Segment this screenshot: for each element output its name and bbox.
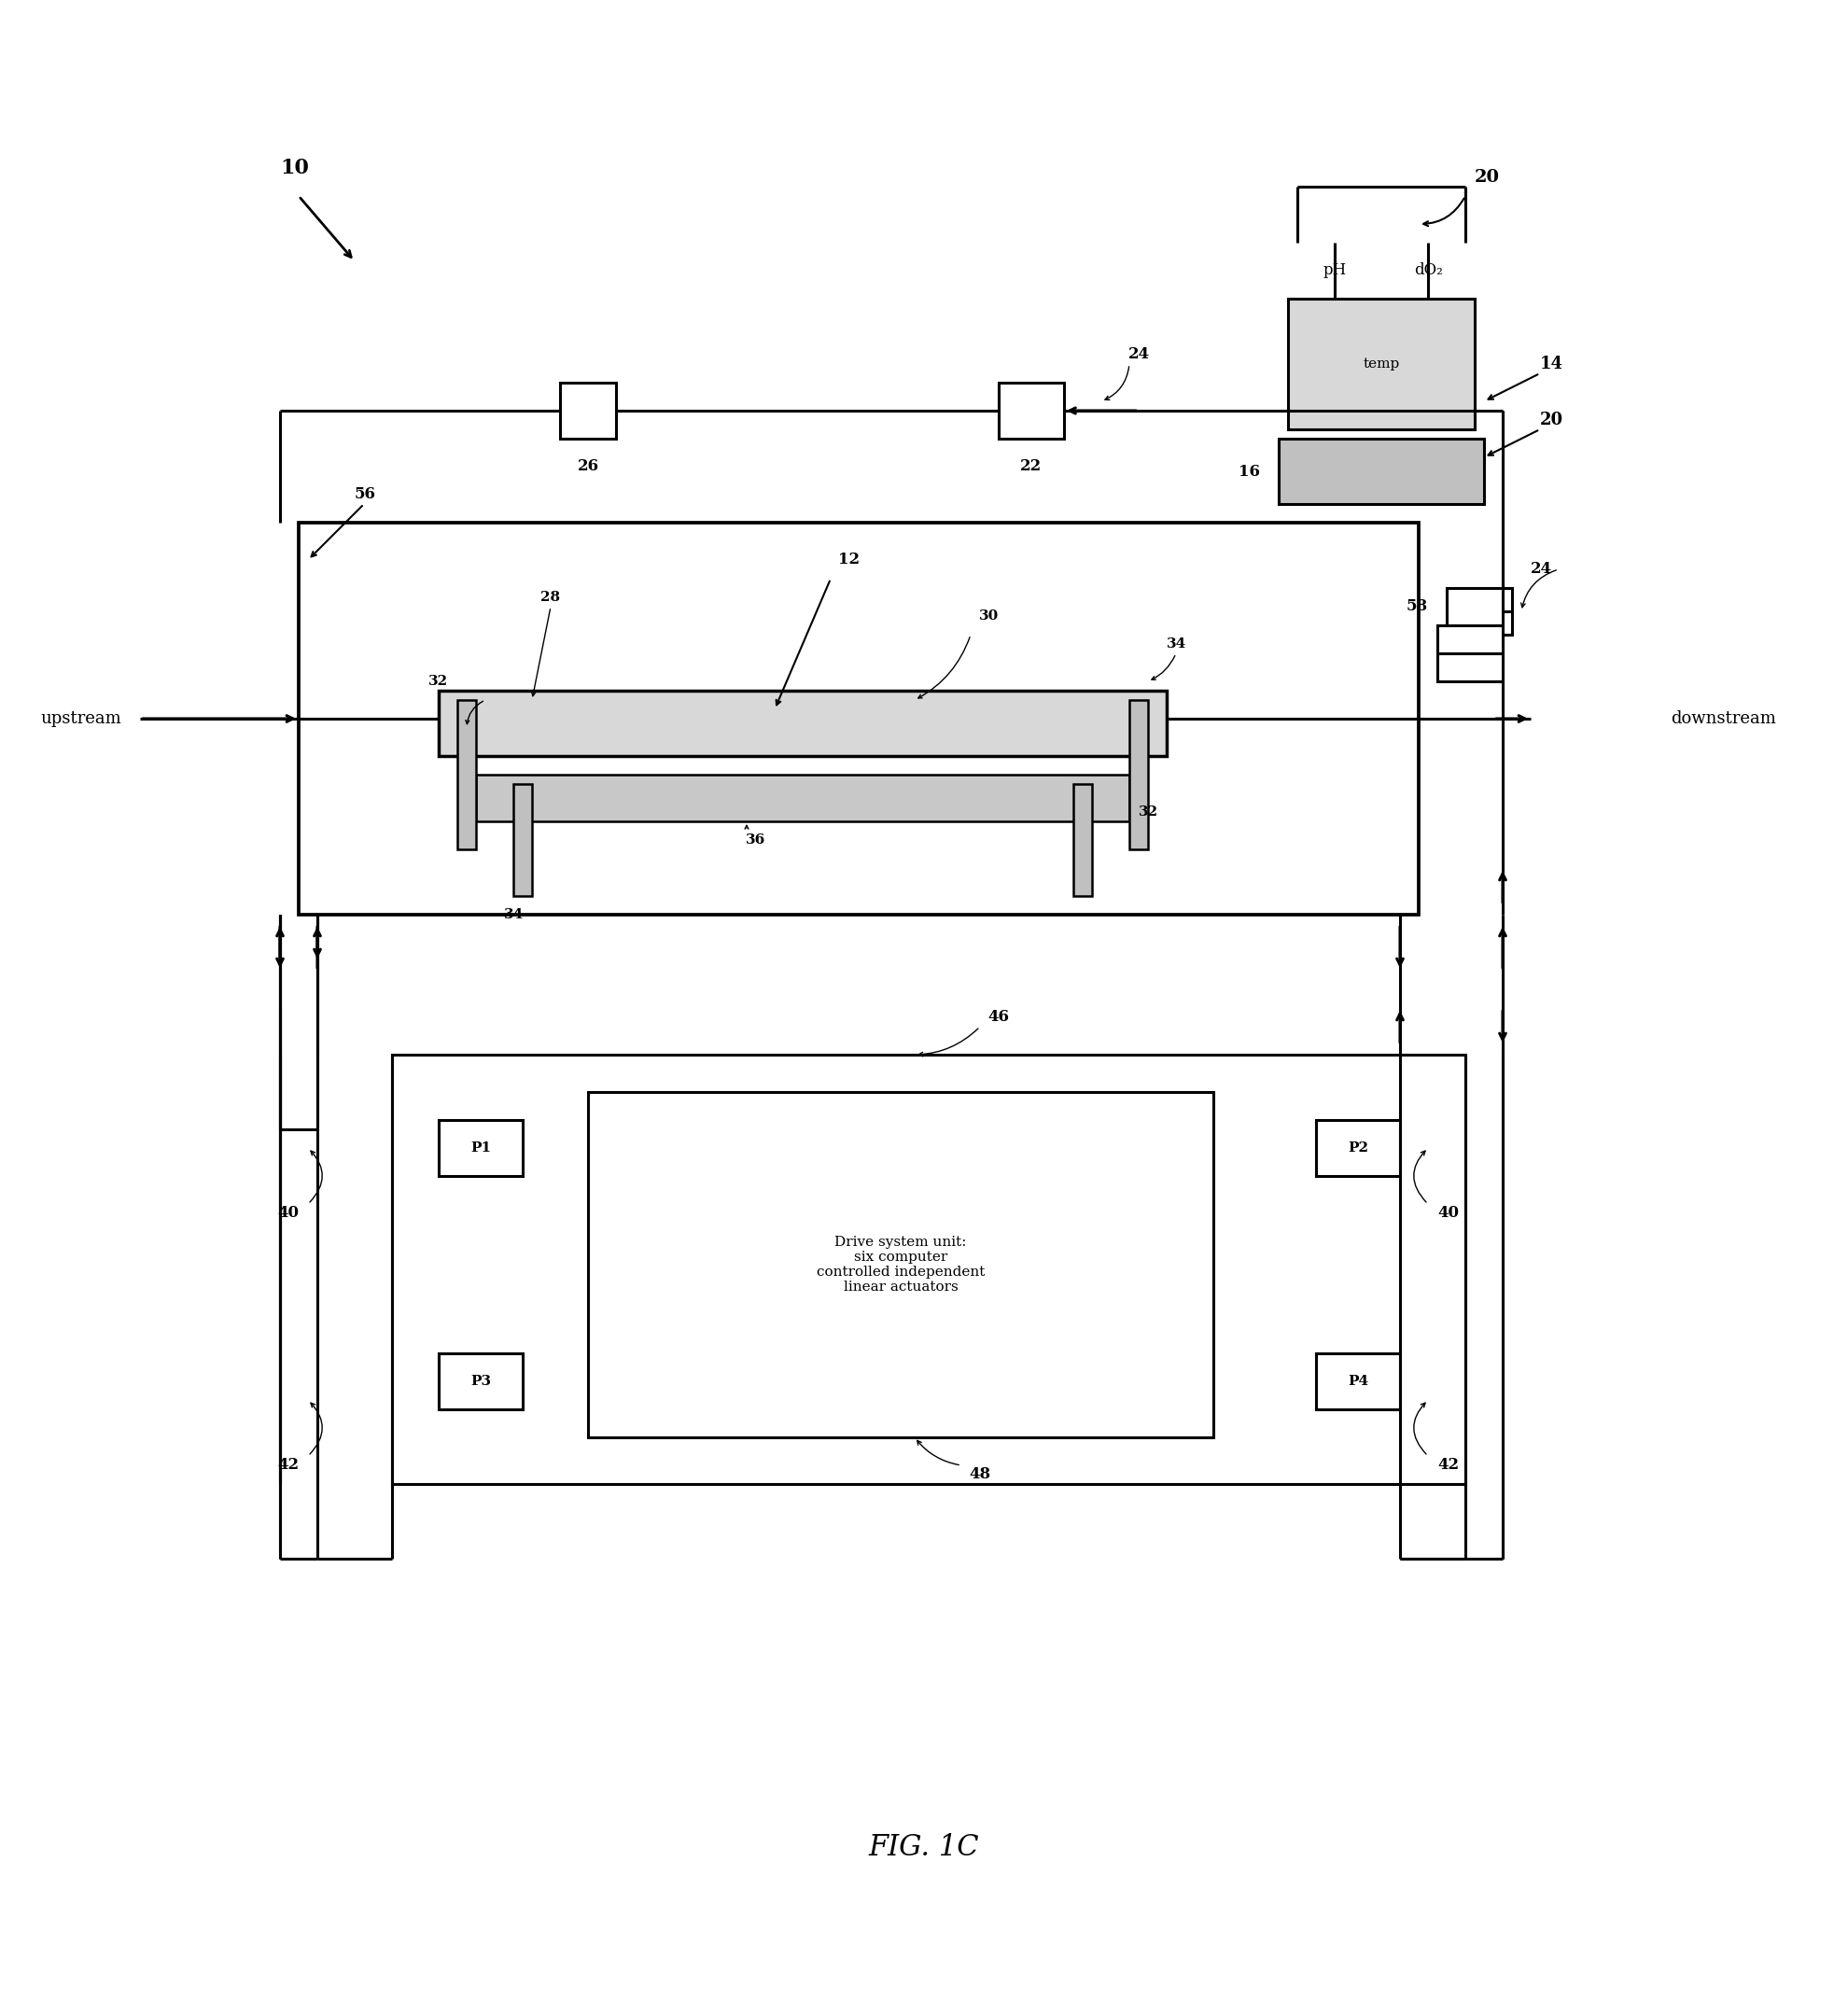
Bar bbox=[514, 784, 532, 895]
Bar bbox=[438, 691, 1166, 756]
Text: 10: 10 bbox=[281, 157, 309, 177]
Text: 40: 40 bbox=[1438, 1206, 1458, 1222]
Text: 32: 32 bbox=[1138, 806, 1159, 818]
Text: 40: 40 bbox=[277, 1206, 299, 1222]
Text: downstream: downstream bbox=[1671, 710, 1776, 728]
Text: 30: 30 bbox=[979, 609, 1000, 623]
Bar bbox=[998, 383, 1064, 439]
Bar bbox=[456, 700, 477, 849]
Bar bbox=[299, 522, 1419, 915]
Text: FIG. 1C: FIG. 1C bbox=[869, 1833, 979, 1863]
Text: 24: 24 bbox=[1530, 560, 1552, 577]
Text: 14: 14 bbox=[1539, 355, 1563, 373]
Bar bbox=[1129, 700, 1148, 849]
Bar bbox=[588, 1093, 1214, 1437]
Bar bbox=[1438, 625, 1502, 681]
Text: 42: 42 bbox=[277, 1458, 299, 1474]
Text: 34: 34 bbox=[505, 907, 523, 921]
Text: P4: P4 bbox=[1347, 1375, 1368, 1387]
Text: 58: 58 bbox=[1406, 599, 1429, 615]
Text: 56: 56 bbox=[355, 486, 377, 502]
Text: P3: P3 bbox=[471, 1375, 492, 1387]
Bar bbox=[438, 1121, 523, 1175]
Text: dO₂: dO₂ bbox=[1414, 262, 1441, 278]
Bar bbox=[477, 774, 1129, 821]
Text: 42: 42 bbox=[1438, 1458, 1458, 1474]
Text: 48: 48 bbox=[968, 1468, 991, 1482]
Text: 16: 16 bbox=[1238, 464, 1260, 480]
Text: 12: 12 bbox=[839, 552, 859, 569]
Text: 26: 26 bbox=[577, 460, 599, 474]
Bar bbox=[392, 1054, 1465, 1484]
Bar bbox=[438, 1353, 523, 1409]
Text: 24: 24 bbox=[1127, 347, 1149, 363]
Bar bbox=[1279, 439, 1484, 504]
Bar bbox=[1288, 298, 1475, 429]
Text: 22: 22 bbox=[1020, 460, 1042, 474]
Text: upstream: upstream bbox=[41, 710, 122, 728]
Text: P1: P1 bbox=[471, 1141, 492, 1155]
Bar bbox=[1447, 589, 1512, 635]
Bar bbox=[1316, 1121, 1401, 1175]
Text: 20: 20 bbox=[1539, 411, 1563, 429]
Bar bbox=[1316, 1353, 1401, 1409]
Text: 20: 20 bbox=[1475, 169, 1501, 185]
Bar bbox=[1074, 784, 1092, 895]
Text: 32: 32 bbox=[429, 675, 447, 687]
Text: 46: 46 bbox=[989, 1010, 1009, 1026]
Text: Drive system unit:
six computer
controlled independent
linear actuators: Drive system unit: six computer controll… bbox=[817, 1236, 985, 1294]
Text: temp: temp bbox=[1364, 357, 1399, 371]
Text: pH: pH bbox=[1323, 262, 1347, 278]
Text: 36: 36 bbox=[747, 833, 765, 847]
Text: P2: P2 bbox=[1347, 1141, 1368, 1155]
Text: 28: 28 bbox=[541, 591, 560, 605]
Text: 34: 34 bbox=[1166, 637, 1186, 651]
Bar bbox=[560, 383, 615, 439]
